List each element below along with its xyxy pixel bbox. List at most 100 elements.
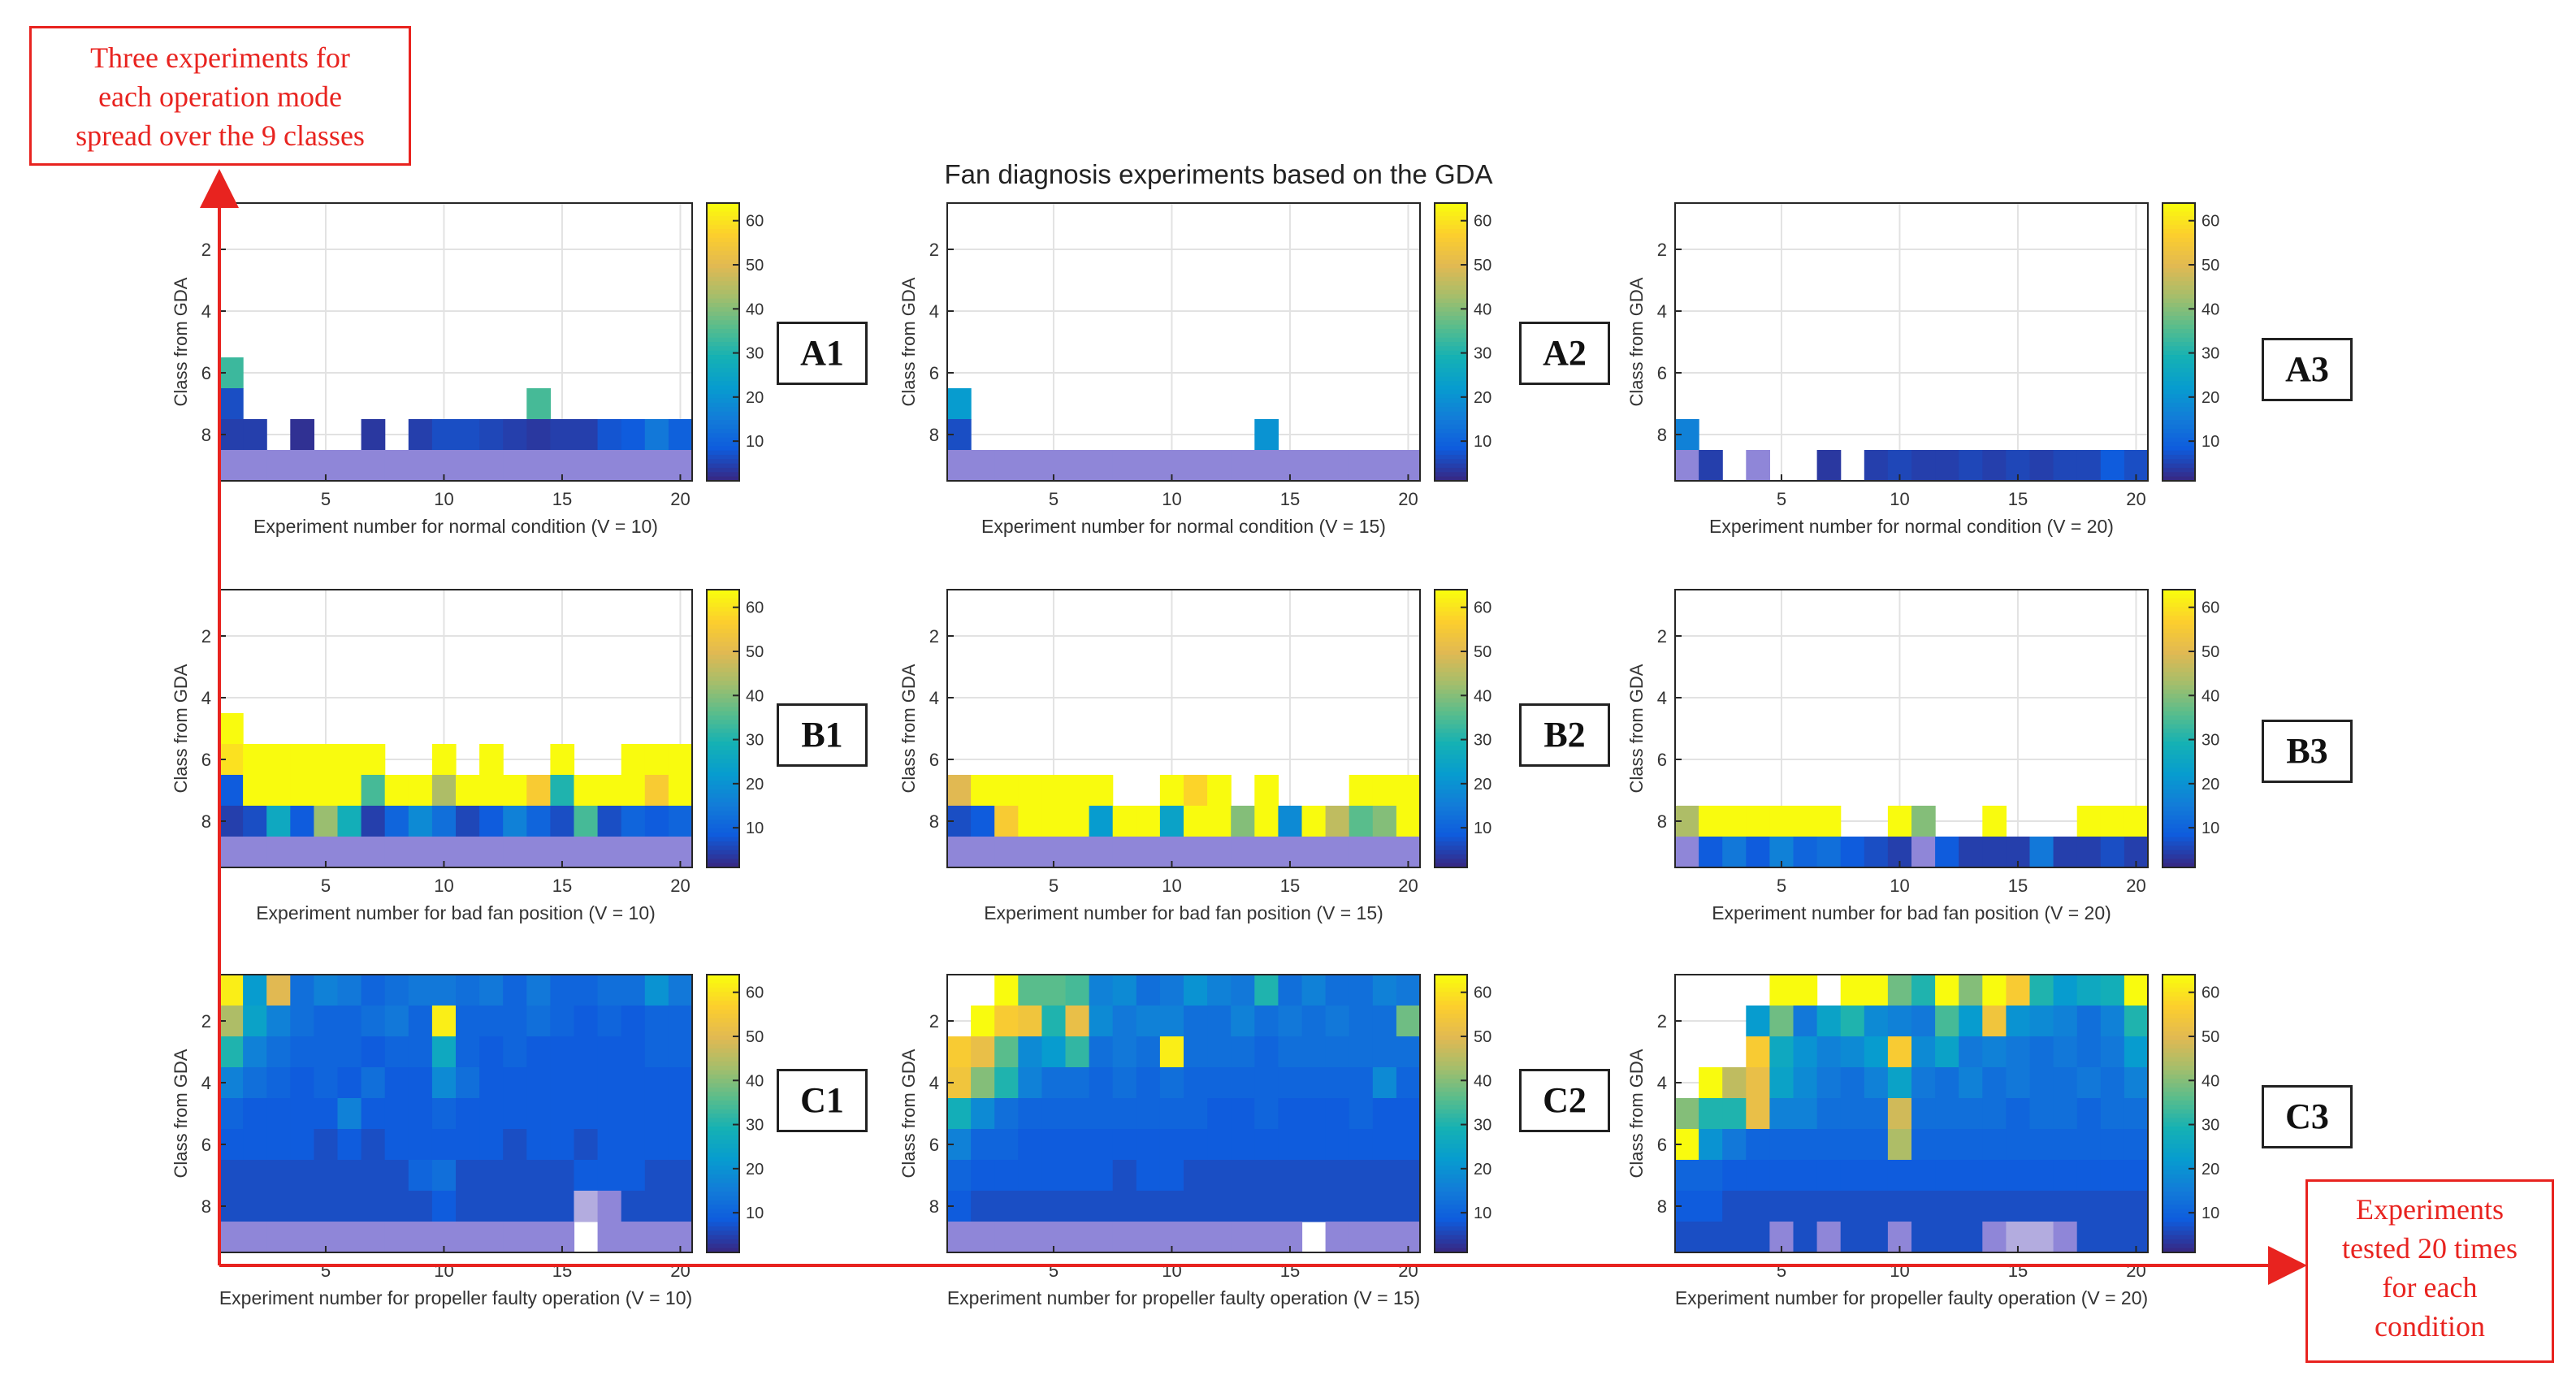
colorbar-segment — [1435, 746, 1467, 751]
colorbar-segment — [1435, 1183, 1467, 1188]
y-tick-label: 4 — [929, 301, 939, 322]
heatmap-cell — [621, 775, 646, 807]
colorbar-segment — [2163, 594, 2195, 599]
heatmap-cell — [431, 1191, 457, 1222]
heatmap-cell — [2100, 1067, 2125, 1099]
heatmap-cell — [1136, 1006, 1161, 1037]
heatmap-cell — [1231, 1129, 1255, 1161]
heatmap-cell — [1065, 450, 1090, 482]
heatmap-cell — [1301, 975, 1327, 1006]
heatmap-cell — [503, 837, 527, 868]
heatmap-cell — [266, 1160, 291, 1192]
colorbar-segment — [707, 437, 739, 443]
heatmap-cell — [219, 775, 244, 807]
colorbar-box — [1434, 202, 1468, 482]
heatmap-cell — [1746, 1222, 1770, 1253]
colorbar-segment — [1435, 590, 1467, 595]
heatmap-cell — [266, 1191, 291, 1222]
colorbar-segment — [707, 1048, 739, 1053]
heatmap-cell — [1018, 775, 1042, 807]
panel-label-c1: C1 — [777, 1069, 868, 1132]
heatmap-cell — [266, 1129, 291, 1161]
colorbar-segment — [1435, 441, 1467, 448]
heatmap-cell — [526, 775, 551, 807]
heatmap-cell — [503, 975, 527, 1006]
heatmap-cell — [550, 1067, 575, 1099]
heatmap-cell — [1746, 806, 1770, 837]
colorbar-segment — [707, 1131, 739, 1136]
heatmap-cell — [2006, 1160, 2031, 1192]
colorbar-segment — [707, 737, 739, 742]
colorbar-segment — [707, 272, 739, 278]
colorbar-tick-label: 40 — [1474, 1072, 1491, 1090]
heatmap-cell — [1840, 1006, 1865, 1037]
y-tick-label: 6 — [1657, 1135, 1667, 1155]
colorbar-segment — [707, 381, 739, 387]
axes-box — [1674, 202, 2149, 482]
heatmap-c2: 5 10 15 20 2 4 6 8 Experiment number for propell… — [898, 974, 1491, 1308]
heatmap-cell — [431, 806, 457, 837]
x-tick-label: 15 — [1280, 876, 1300, 896]
colorbar-segment — [1435, 1057, 1467, 1062]
colorbar-segment — [2163, 1239, 2195, 1245]
colorbar-segment — [1435, 1248, 1467, 1253]
colorbar-segment — [2163, 1109, 2195, 1114]
heatmap-cell — [1089, 837, 1114, 868]
heatmap-cell — [1254, 1067, 1279, 1099]
heatmap-cell — [1911, 1067, 1936, 1099]
heatmap-cell — [1722, 1222, 1747, 1253]
heatmap-cell — [2076, 1191, 2102, 1222]
colorbar-segment — [2163, 694, 2195, 699]
colorbar-segment — [1435, 1192, 1467, 1197]
colorbar-segment — [1435, 385, 1467, 391]
colorbar-segment — [707, 376, 739, 382]
heatmap-cell — [668, 775, 693, 807]
heatmap-cell — [1065, 1067, 1090, 1099]
heatmap-cell — [1372, 1160, 1397, 1192]
heatmap-cell — [1231, 1067, 1255, 1099]
heatmap-cell — [668, 744, 693, 776]
colorbar-segment — [1435, 863, 1467, 868]
colorbar-segment — [2163, 724, 2195, 729]
y-tick-label: 8 — [1657, 811, 1667, 832]
colorbar-segment — [707, 1035, 739, 1040]
heatmap-cell — [219, 1098, 244, 1130]
heatmap-cell — [290, 1191, 314, 1222]
colorbar-segment — [707, 1044, 739, 1049]
heatmap-cell — [1840, 837, 1865, 868]
heatmap-cell — [597, 1160, 622, 1192]
heatmap-cell — [971, 806, 995, 837]
heatmap-cell — [1372, 1222, 1397, 1253]
panel-label-a3: A3 — [2262, 338, 2353, 401]
colorbar-segment — [1435, 454, 1467, 461]
colorbar-segment — [707, 1005, 739, 1010]
heatmap-cell — [1159, 1067, 1184, 1099]
colorbar-segment — [707, 850, 739, 855]
colorbar-segment — [707, 685, 739, 690]
heatmap-cell — [408, 1098, 433, 1130]
colorbar-segment — [707, 233, 739, 239]
x-tick-label: 15 — [2008, 876, 2028, 896]
heatmap-cell — [1911, 975, 1936, 1006]
colorbar-segment — [1435, 859, 1467, 864]
heatmap-cell — [243, 1191, 267, 1222]
heatmap-cell — [456, 975, 480, 1006]
heatmap-cell — [1769, 1129, 1795, 1161]
heatmap-cell — [361, 975, 386, 1006]
heatmap-cell — [621, 837, 646, 868]
colorbar-segment — [707, 676, 739, 682]
colorbar-segment — [1435, 785, 1467, 790]
heatmap-cell — [1325, 1098, 1350, 1130]
colorbar-segment — [1435, 650, 1467, 655]
colorbar-segment — [1435, 702, 1467, 708]
heatmap-cell — [1301, 1129, 1327, 1161]
y-axis-label: Class from GDA — [1626, 277, 1647, 406]
colorbar-segment — [2163, 1213, 2195, 1219]
heatmap-cell — [266, 775, 291, 807]
y-tick-label: 4 — [1657, 688, 1667, 708]
colorbar-segment — [1435, 381, 1467, 387]
heatmap-cell — [243, 775, 267, 807]
colorbar-segment — [707, 1087, 739, 1093]
heatmap-cell — [1746, 1191, 1770, 1222]
colorbar-segment — [1435, 203, 1467, 209]
